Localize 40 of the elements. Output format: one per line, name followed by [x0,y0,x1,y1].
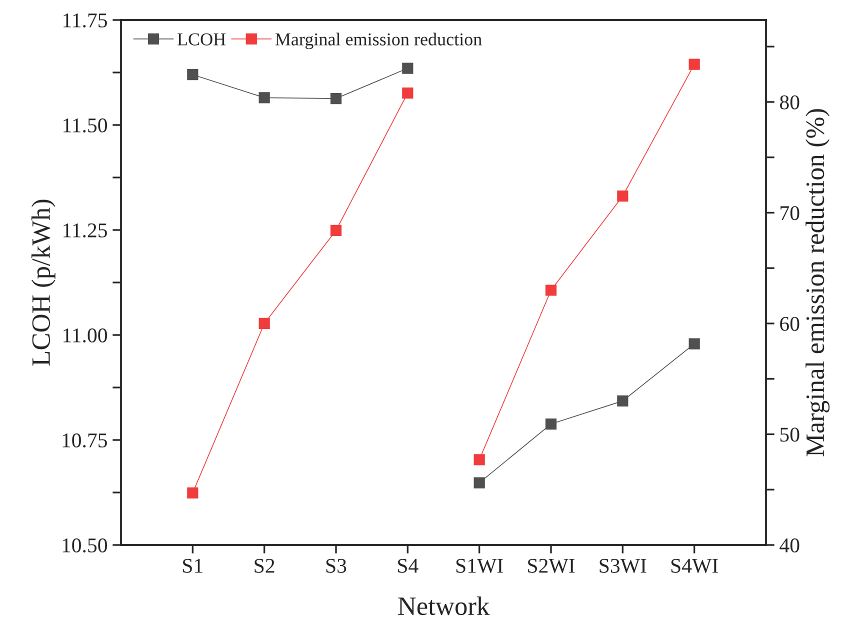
x-tick-label: S4 [398,558,418,573]
point [617,190,628,202]
x-tick-label: S1WI [456,558,503,573]
point [688,58,700,70]
point [617,395,628,406]
y-tick-label: 10.75 [62,433,107,448]
y2-tick-label: 70 [780,206,800,220]
y2-tick-label: 60 [780,316,800,331]
y-tick-label: 11.25 [64,223,107,238]
x-axis-title: Network [398,596,490,616]
x-tick-label: S3WI [600,558,646,573]
point [688,338,700,350]
x-tick-label: S2WI [528,558,575,573]
x-tick-label: S3 [326,558,346,573]
point [330,224,342,236]
point [258,92,270,104]
x-tick-label: S4WI [671,558,718,573]
x-tick-label: S2 [254,558,274,573]
point [545,284,557,296]
point [474,477,485,488]
point [187,69,198,80]
legend-label: LCOH [177,33,226,46]
y-tick-label: 11.00 [64,328,108,343]
point [402,88,414,99]
point [330,92,342,104]
y2-tick-label: 80 [780,95,800,110]
y-tick-label: 11.75 [64,13,107,28]
point [187,487,198,498]
y2-tick-label: 40 [780,538,800,552]
x-tick-label: S1 [183,558,202,573]
y2-axis-title: Marginal emission reduction (%) [806,109,830,456]
y-tick-label: 10.50 [62,538,108,553]
y2-tick-label: 50 [780,428,800,442]
point [545,418,557,430]
y-axis-title: LCOH (p/kWh) [31,200,56,366]
point [258,318,270,330]
point [402,62,414,74]
point [474,454,485,466]
y-tick-label: 11.50 [64,118,108,133]
legend-label: Marginal emission reduction [275,32,482,50]
